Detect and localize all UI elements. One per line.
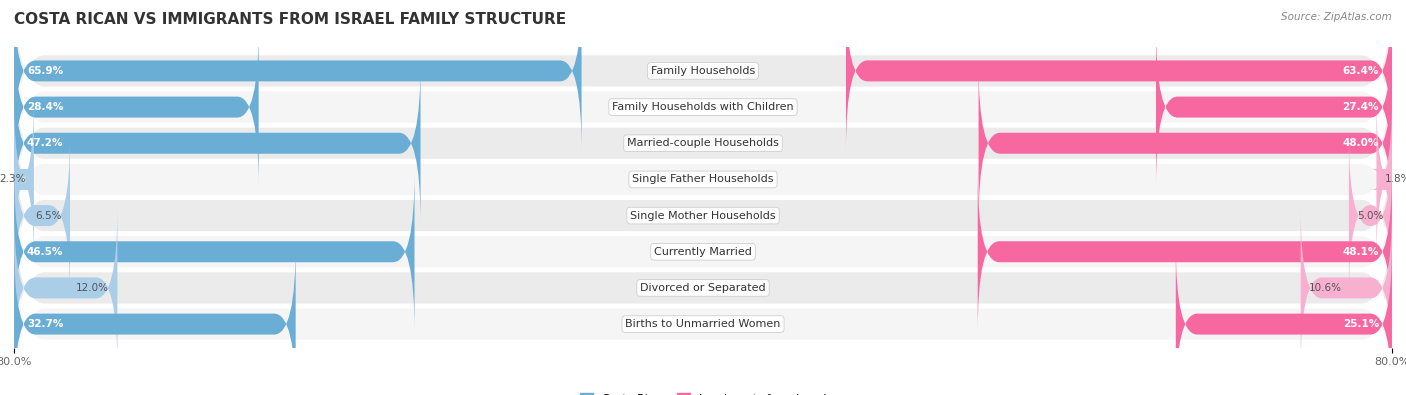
FancyBboxPatch shape (977, 172, 1392, 332)
Text: 47.2%: 47.2% (27, 138, 63, 148)
FancyBboxPatch shape (14, 142, 1392, 362)
Text: Source: ZipAtlas.com: Source: ZipAtlas.com (1281, 12, 1392, 22)
FancyBboxPatch shape (14, 244, 295, 395)
Text: 12.0%: 12.0% (76, 283, 108, 293)
Text: Family Households: Family Households (651, 66, 755, 76)
FancyBboxPatch shape (14, 135, 70, 295)
FancyBboxPatch shape (14, 33, 1392, 253)
FancyBboxPatch shape (14, 178, 1392, 395)
Text: 5.0%: 5.0% (1358, 211, 1384, 220)
FancyBboxPatch shape (846, 0, 1392, 151)
Text: Married-couple Households: Married-couple Households (627, 138, 779, 148)
Text: 65.9%: 65.9% (27, 66, 63, 76)
Text: 48.1%: 48.1% (1343, 247, 1379, 257)
FancyBboxPatch shape (979, 63, 1392, 223)
FancyBboxPatch shape (14, 208, 117, 368)
Text: Currently Married: Currently Married (654, 247, 752, 257)
FancyBboxPatch shape (14, 172, 415, 332)
Text: 1.8%: 1.8% (1385, 175, 1406, 184)
Text: Single Mother Households: Single Mother Households (630, 211, 776, 220)
FancyBboxPatch shape (1156, 27, 1392, 187)
FancyBboxPatch shape (1175, 244, 1392, 395)
Text: COSTA RICAN VS IMMIGRANTS FROM ISRAEL FAMILY STRUCTURE: COSTA RICAN VS IMMIGRANTS FROM ISRAEL FA… (14, 12, 567, 27)
FancyBboxPatch shape (14, 70, 1392, 290)
FancyBboxPatch shape (14, 0, 1392, 217)
FancyBboxPatch shape (14, 105, 1392, 325)
FancyBboxPatch shape (1371, 100, 1398, 260)
Text: 63.4%: 63.4% (1343, 66, 1379, 76)
Text: Family Households with Children: Family Households with Children (612, 102, 794, 112)
Text: 25.1%: 25.1% (1343, 319, 1379, 329)
Text: 2.3%: 2.3% (0, 175, 25, 184)
Text: Divorced or Separated: Divorced or Separated (640, 283, 766, 293)
Text: 6.5%: 6.5% (35, 211, 62, 220)
Text: Births to Unmarried Women: Births to Unmarried Women (626, 319, 780, 329)
FancyBboxPatch shape (14, 27, 259, 187)
FancyBboxPatch shape (13, 100, 35, 260)
FancyBboxPatch shape (14, 63, 420, 223)
Text: Single Father Households: Single Father Households (633, 175, 773, 184)
Text: 46.5%: 46.5% (27, 247, 63, 257)
Legend: Costa Rican, Immigrants from Israel: Costa Rican, Immigrants from Israel (575, 389, 831, 395)
FancyBboxPatch shape (1348, 135, 1392, 295)
FancyBboxPatch shape (14, 0, 1392, 181)
Text: 10.6%: 10.6% (1309, 283, 1343, 293)
FancyBboxPatch shape (14, 0, 582, 151)
Text: 28.4%: 28.4% (27, 102, 63, 112)
FancyBboxPatch shape (1301, 208, 1392, 368)
Text: 48.0%: 48.0% (1343, 138, 1379, 148)
FancyBboxPatch shape (14, 214, 1392, 395)
Text: 27.4%: 27.4% (1343, 102, 1379, 112)
Text: 32.7%: 32.7% (27, 319, 63, 329)
